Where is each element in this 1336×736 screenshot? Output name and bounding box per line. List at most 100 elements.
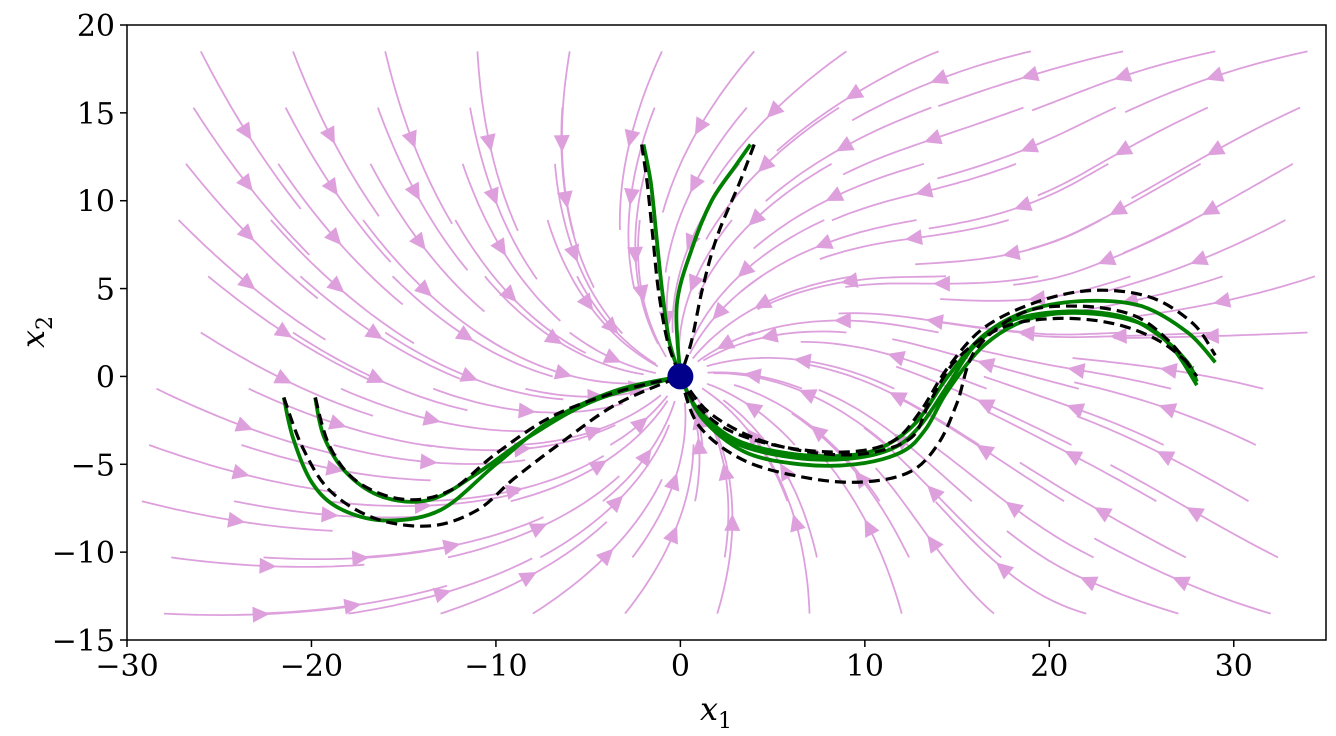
streamline-arrow — [1205, 66, 1225, 82]
streamline-arrow — [320, 125, 335, 145]
streamline-arrow — [324, 227, 342, 246]
streamline-arrow — [744, 402, 764, 419]
streamline — [539, 424, 671, 559]
streamline-arrow — [712, 301, 730, 320]
streamline-arrow — [1066, 403, 1086, 419]
streamline-arrow — [1093, 507, 1113, 523]
streamline-arrow — [688, 273, 704, 293]
streamline-arrow — [259, 557, 277, 574]
streamline-arrow — [760, 326, 779, 343]
streamlines — [141, 50, 1316, 623]
x-axis-label-sub: 1 — [718, 709, 732, 734]
streamline-arrow — [273, 321, 293, 338]
streamline-arrow — [810, 425, 829, 443]
streamline-arrow — [718, 462, 735, 482]
x-tick-label: −20 — [280, 649, 343, 684]
x-tick-label: −30 — [95, 649, 158, 684]
streamline — [340, 387, 528, 433]
streamline-arrow — [790, 513, 806, 533]
streamline-arrow — [366, 368, 385, 384]
streamline — [671, 163, 741, 333]
streamline — [602, 400, 676, 502]
streamline-arrow — [779, 463, 796, 482]
x-tick-label: 0 — [671, 649, 690, 684]
streamline-arrow — [327, 414, 347, 430]
streamline — [1031, 50, 1216, 112]
y-tick-label: 15 — [77, 97, 115, 132]
streamline-arrow — [600, 316, 619, 335]
streamline — [1013, 219, 1194, 286]
streamline-arrow — [553, 135, 570, 153]
streamline-arrow — [414, 279, 432, 297]
x-axis-label-main: x — [700, 690, 718, 728]
streamline-arrow — [630, 416, 649, 435]
y-tick-label: 20 — [77, 9, 115, 44]
streamline-arrow — [422, 410, 441, 426]
streamline — [1006, 530, 1179, 615]
streamline-arrow — [976, 399, 996, 414]
streamline-arrow — [932, 275, 950, 292]
streamline — [156, 387, 338, 456]
streamline-arrow — [887, 350, 906, 367]
streamline-arrow — [793, 353, 812, 370]
y-tick-label: 10 — [77, 185, 115, 220]
streamline-arrow — [1005, 501, 1024, 519]
streamline — [185, 163, 319, 300]
y-axis-label-main: x — [14, 330, 52, 348]
streamline-arrow — [432, 587, 452, 604]
y-tick-label: −5 — [71, 448, 115, 483]
streamline-arrow — [528, 523, 548, 539]
streamline-arrow — [977, 357, 996, 374]
streamline-arrow — [1158, 403, 1178, 419]
streamline-arrow — [624, 187, 640, 206]
plot-frame — [126, 24, 1327, 641]
streamline-arrow — [927, 485, 945, 504]
streamline-arrow — [854, 470, 872, 490]
reference-trajectory — [678, 143, 756, 377]
streamline-arrow — [237, 272, 256, 290]
streamline — [348, 557, 533, 615]
streamline-arrow — [690, 174, 705, 193]
streamline-arrow — [1002, 244, 1021, 261]
learned-trajectory — [674, 143, 753, 377]
streamline-arrow — [235, 121, 252, 141]
streamline — [299, 275, 461, 380]
y-axis-label-sub: 2 — [33, 316, 58, 330]
streamline — [765, 106, 932, 202]
streamline-arrow — [1013, 195, 1033, 212]
learned-trajectory — [678, 311, 1199, 468]
streamline-arrow — [746, 428, 764, 447]
x-tick-label: 20 — [1030, 649, 1068, 684]
streamline-arrow — [326, 275, 345, 293]
streamline-arrow — [825, 186, 845, 202]
streamline-arrow — [1159, 363, 1178, 379]
streamline — [362, 219, 502, 349]
learned-trajectory — [313, 374, 681, 504]
streamline-arrow — [236, 223, 255, 242]
trajectories — [281, 143, 1217, 528]
streamline-arrow — [1201, 199, 1221, 216]
streamline-arrow — [364, 323, 384, 340]
streamline-arrow — [927, 535, 944, 554]
streamline-arrow — [748, 208, 767, 226]
streamline-arrow — [691, 437, 708, 455]
streamline — [937, 106, 1117, 180]
streamline-arrow — [321, 176, 338, 196]
streamline-arrow — [325, 459, 344, 476]
reference-trajectory — [282, 374, 682, 528]
x-axis-label: x1 — [700, 690, 732, 734]
streamline-arrow — [889, 392, 908, 407]
streamline-arrow — [930, 69, 950, 84]
streamline-arrow — [1109, 199, 1129, 216]
reference-trajectory — [678, 288, 1217, 454]
streamline — [688, 219, 825, 347]
streamline-arrow — [1079, 576, 1099, 592]
streamline-arrow — [663, 525, 678, 545]
y-tick-label: 5 — [96, 273, 115, 308]
streamline-arrow — [840, 272, 859, 288]
streamline-arrow — [234, 416, 254, 432]
streamline-arrow — [798, 389, 818, 404]
streamline-arrow — [595, 548, 614, 567]
streamline-arrow — [543, 328, 563, 345]
streamline-arrow — [252, 606, 270, 623]
